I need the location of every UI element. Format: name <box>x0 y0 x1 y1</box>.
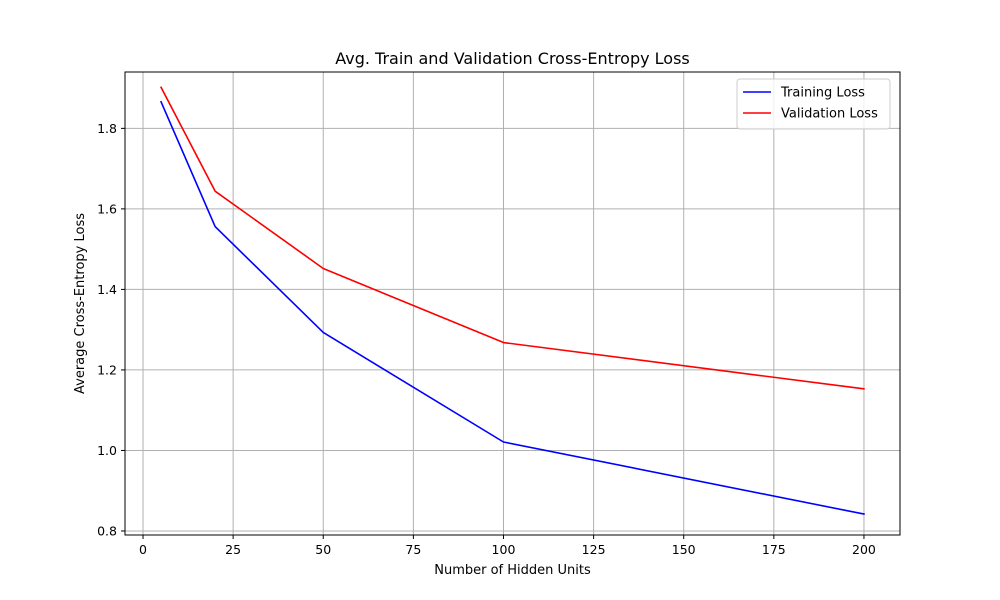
y-tick-label: 1.8 <box>97 121 117 136</box>
x-tick-label: 50 <box>315 542 331 557</box>
y-axis-label: Average Cross-Entropy Loss <box>73 213 88 394</box>
x-tick-label: 25 <box>225 542 241 557</box>
legend-entries: Training Loss Validation Loss <box>743 86 878 122</box>
legend-label: Training Loss <box>780 86 865 101</box>
series-line-validation-loss <box>159 86 865 390</box>
x-tick-label: 175 <box>762 542 786 557</box>
x-tick-label: 75 <box>405 542 421 557</box>
axis-ticks: 0 25 50 75 100 125 150 175 200 0.8 1.0 1.2 1.4 1.6 1.8 <box>97 121 876 557</box>
y-tick-label: 0.8 <box>97 523 117 538</box>
x-tick-label: 125 <box>582 542 606 557</box>
legend-box <box>736 78 891 130</box>
y-tick-label: 1.0 <box>97 443 117 458</box>
legend: Training Loss Validation Loss <box>736 78 891 130</box>
x-tick-label: 0 <box>139 542 147 557</box>
y-tick-label: 1.4 <box>97 282 117 297</box>
chart-title: Avg. Train and Validation Cross-Entropy … <box>335 49 690 68</box>
y-tick-label: 1.2 <box>97 362 117 377</box>
x-tick-label: 150 <box>672 542 696 557</box>
y-tick-label: 1.6 <box>97 201 117 216</box>
legend-label: Validation Loss <box>781 107 878 122</box>
x-tick-label: 200 <box>852 542 876 557</box>
x-axis-label: Number of Hidden Units <box>434 563 591 578</box>
grid-lines <box>125 72 900 535</box>
series-lines <box>159 86 865 516</box>
plot-frame <box>124 71 901 536</box>
series-line-training-loss <box>159 100 865 516</box>
x-tick-label: 100 <box>492 542 516 557</box>
